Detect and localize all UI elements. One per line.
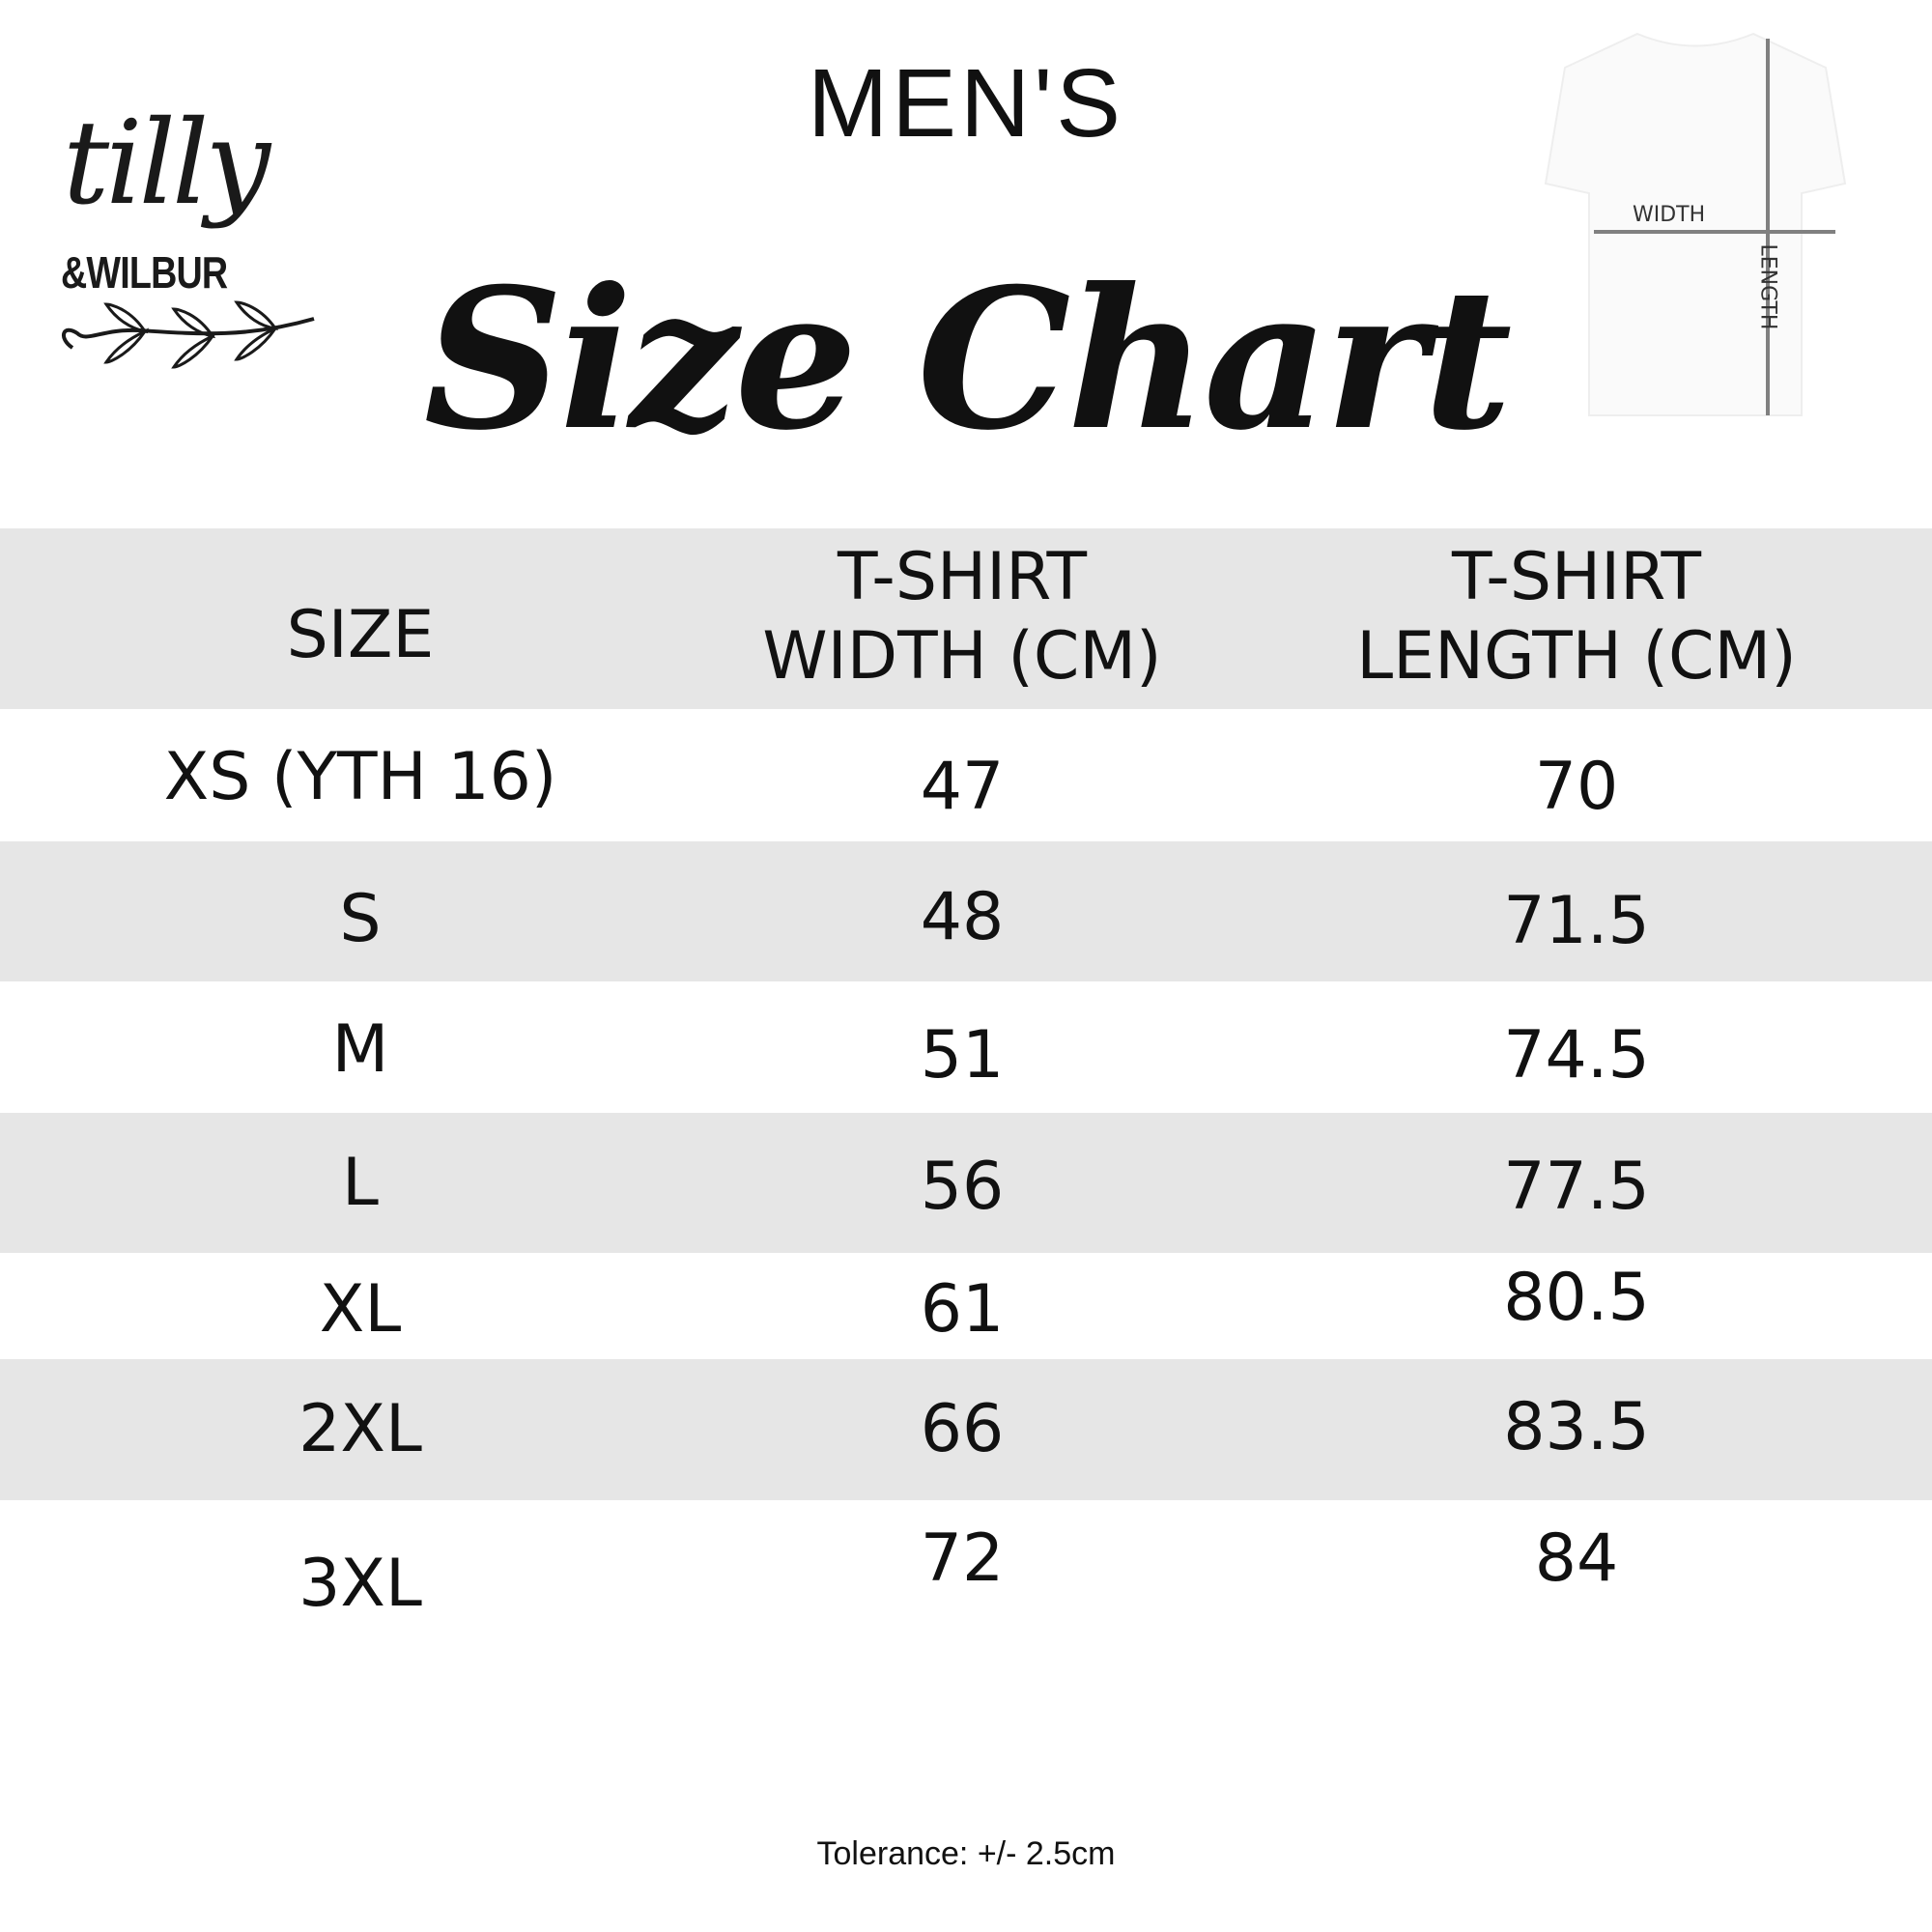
cell-width: 47 (920, 749, 1005, 825)
cell-length: 70 (1534, 749, 1619, 825)
cell-size: 3XL (298, 1546, 422, 1622)
cell-size: M (331, 1011, 389, 1088)
logo-wilbur: &WILBUR (61, 247, 228, 298)
cell-width: 48 (920, 879, 1005, 955)
cell-length: 80.5 (1503, 1260, 1650, 1336)
cell-size: S (339, 881, 382, 957)
table-row: XL 61 80.5 (0, 1253, 1932, 1359)
cell-width: 56 (920, 1149, 1005, 1225)
table-row: M 51 74.5 (0, 981, 1932, 1113)
cell-length: 83.5 (1503, 1389, 1650, 1465)
table-header: SIZE T-SHIRT WIDTH (CM) T-SHIRT LENGTH (… (0, 528, 1932, 709)
column-header-width: T-SHIRT WIDTH (CM) (762, 539, 1162, 695)
table-row: XS (YTH 16) 47 70 (0, 709, 1932, 841)
logo-tilly: tilly (63, 97, 270, 231)
page-subtitle: MEN'S (807, 49, 1124, 157)
width-label: WIDTH (1633, 203, 1706, 227)
tshirt-icon (1544, 32, 1847, 416)
tshirt-diagram: WIDTH LENGTH (1536, 29, 1855, 425)
cell-size: XS (YTH 16) (163, 739, 557, 815)
cell-size: 2XL (298, 1391, 422, 1467)
cell-length: 77.5 (1503, 1149, 1650, 1225)
cell-width: 51 (920, 1017, 1005, 1094)
column-header-size: SIZE (286, 597, 435, 673)
cell-length: 71.5 (1503, 883, 1650, 959)
cell-length: 84 (1534, 1520, 1619, 1597)
table-row: 2XL 66 83.5 (0, 1359, 1932, 1500)
brand-logo: tilly &WILBUR (53, 97, 328, 377)
cell-width: 72 (920, 1520, 1005, 1597)
cell-width: 61 (920, 1271, 1005, 1348)
cell-length: 74.5 (1503, 1017, 1650, 1094)
cell-width: 66 (920, 1391, 1005, 1467)
table-row: 3XL 72 84 (0, 1500, 1932, 1655)
column-header-length: T-SHIRT LENGTH (CM) (1356, 539, 1797, 695)
page-title: Size Chart (423, 246, 1513, 473)
table-row: L 56 77.5 (0, 1113, 1932, 1253)
table-row: S 48 71.5 (0, 841, 1932, 981)
vine-icon (62, 300, 315, 369)
cell-size: L (342, 1145, 379, 1221)
cell-size: XL (319, 1271, 402, 1348)
tolerance-note: Tolerance: +/- 2.5cm (816, 1835, 1116, 1872)
length-label: LENGTH (1755, 243, 1780, 330)
